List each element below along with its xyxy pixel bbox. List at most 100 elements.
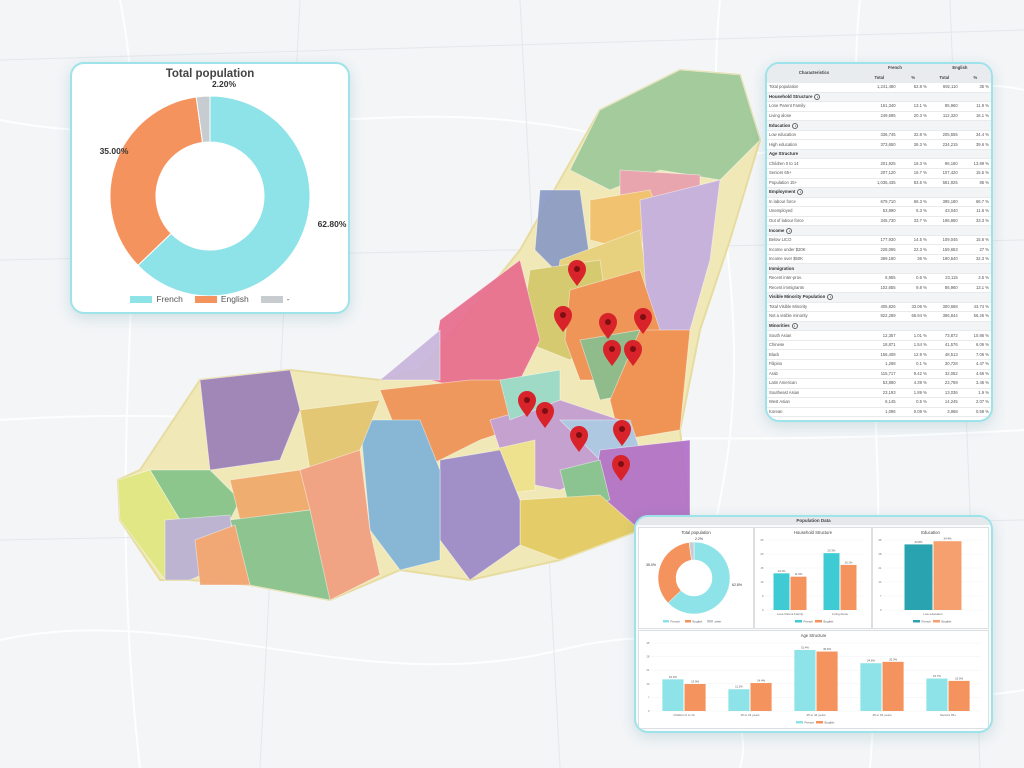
bar-english[interactable]: [933, 541, 962, 610]
table-row: Japanese 396 0.03 % 1,423 0.21 %: [767, 416, 991, 420]
col-english-pct: %: [959, 73, 991, 84]
bar-english[interactable]: [840, 564, 857, 610]
cell-value: 1,096: [861, 407, 898, 418]
col-french-pct: %: [897, 73, 929, 84]
bar-french[interactable]: [823, 553, 840, 610]
mini-donut-slice-2[interactable]: [688, 541, 695, 561]
row-label: Income under $20K: [767, 244, 862, 255]
map-pin[interactable]: [603, 340, 621, 366]
row-label: Black: [767, 349, 862, 360]
section-label: Age Structure: [767, 149, 991, 160]
bar-value-label: 31.4%: [801, 645, 809, 649]
map-pin[interactable]: [624, 340, 642, 366]
y-tick-label: 21: [646, 668, 650, 672]
map-pin[interactable]: [612, 455, 630, 481]
info-icon[interactable]: i: [786, 227, 793, 234]
donut-slice-1[interactable]: [109, 96, 204, 267]
bar-french[interactable]: [773, 573, 790, 610]
cell-value: 11.6 %: [959, 206, 991, 217]
mini-donut-chart: 62.8% 35.0% 2.2% French English other: [646, 537, 742, 623]
cell-value: 0.5 %: [897, 397, 929, 408]
row-label: Latin American: [767, 378, 862, 389]
bar-english[interactable]: [816, 651, 838, 711]
legend-label: English: [693, 619, 703, 623]
bar-value-label: 24.6%: [867, 659, 875, 663]
bar-value-label: 16.7%: [933, 674, 941, 678]
bar-french[interactable]: [904, 544, 933, 610]
cell-value: 16.3 %: [897, 158, 929, 169]
bar-english[interactable]: [948, 680, 970, 711]
legend-item-french[interactable]: French: [130, 294, 183, 304]
bar-french[interactable]: [926, 678, 948, 711]
cell-value: 1,035,435: [861, 178, 898, 189]
mini-donut-slice-0[interactable]: [667, 541, 731, 615]
info-icon[interactable]: i: [814, 93, 821, 100]
donut-title: Total population: [165, 68, 255, 80]
age-structure-panel: Age Structure 0 7 14 21 28 35 16.3% 13.9% Childr…: [638, 630, 989, 729]
cell-value: 249,695: [861, 111, 898, 122]
table-section-header: Education i: [767, 120, 991, 131]
education-title: Education: [921, 530, 940, 535]
y-tick-label: 25: [760, 538, 764, 542]
info-icon[interactable]: i: [797, 189, 804, 196]
col-group-english: English: [928, 64, 991, 74]
cell-value: 4.47 %: [959, 359, 991, 370]
donut-slice-0[interactable]: [137, 95, 311, 297]
cell-value: 405,826: [861, 302, 898, 313]
info-icon[interactable]: i: [827, 294, 834, 301]
mini-donut-slice-1[interactable]: [657, 542, 692, 604]
donut-slice-2[interactable]: [195, 95, 211, 144]
row-label: Southeast Asian: [767, 388, 862, 399]
cell-value: 1.89 %: [897, 388, 929, 399]
map-pin[interactable]: [568, 260, 586, 286]
map-pin[interactable]: [634, 308, 652, 334]
bar-english[interactable]: [684, 683, 706, 711]
legend-item-english[interactable]: English: [194, 294, 249, 304]
info-icon[interactable]: i: [792, 122, 799, 129]
map-pin[interactable]: [518, 391, 536, 417]
map-pin[interactable]: [570, 426, 588, 452]
bar-english[interactable]: [790, 576, 807, 610]
table-section-header: Immigration: [767, 263, 991, 275]
bar-french[interactable]: [860, 663, 882, 711]
y-tick-label: 35: [878, 538, 882, 542]
cell-value: 159,653: [928, 244, 960, 255]
bar-english[interactable]: [882, 661, 904, 711]
household-panel: Household Structure 0 5 10 15 20 25 13.1% 11.9%…: [754, 527, 872, 629]
cell-value: 12,357: [861, 330, 898, 341]
cell-value: 20.3 %: [897, 111, 929, 122]
donut-chart: 62.80% 35.00% 2.20%: [100, 79, 347, 297]
map-pin[interactable]: [554, 306, 572, 332]
section-label: Minorities i: [767, 321, 991, 332]
cell-value: 107,420: [928, 168, 960, 179]
row-label: Not a visible minority: [767, 311, 862, 322]
map-pin[interactable]: [613, 420, 631, 446]
cell-value: 345,730: [861, 216, 898, 227]
table-row: Total population 1,241,480 62.8 % 692,110 35…: [767, 82, 991, 93]
legend-swatch: [796, 721, 803, 724]
map-pin[interactable]: [599, 313, 617, 339]
legend-label: French: [922, 619, 932, 623]
cell-value: 39.6 %: [959, 139, 991, 150]
cell-value: 85,960: [928, 101, 960, 112]
legend-label: French: [671, 619, 681, 623]
legend-swatch: [795, 620, 802, 623]
map-pin[interactable]: [536, 402, 554, 428]
cell-value: 3.46 %: [959, 378, 991, 389]
household-title: Household Structure: [793, 530, 833, 535]
cell-value: 23,115: [928, 273, 960, 284]
bar-value-label: 20.3%: [828, 549, 836, 553]
table-row: Low education 336,745 32.8 % 205,555 34.4 %: [767, 130, 991, 141]
bar-french[interactable]: [794, 649, 816, 711]
cell-value: 83.5 %: [897, 178, 929, 189]
y-tick-label: 5: [762, 594, 764, 598]
table-row: Chinese 18,871 1.54 % 41,576 6.06 %: [767, 340, 991, 351]
bar-value-label: 16.1%: [845, 560, 853, 564]
cell-value: 13.1 %: [897, 101, 929, 112]
legend-item-other[interactable]: -: [260, 294, 290, 304]
cell-value: 13.1 %: [959, 283, 991, 294]
bar-french[interactable]: [662, 679, 684, 711]
bar-french[interactable]: [728, 689, 750, 711]
bar-english[interactable]: [750, 683, 772, 711]
info-icon[interactable]: i: [791, 323, 798, 330]
